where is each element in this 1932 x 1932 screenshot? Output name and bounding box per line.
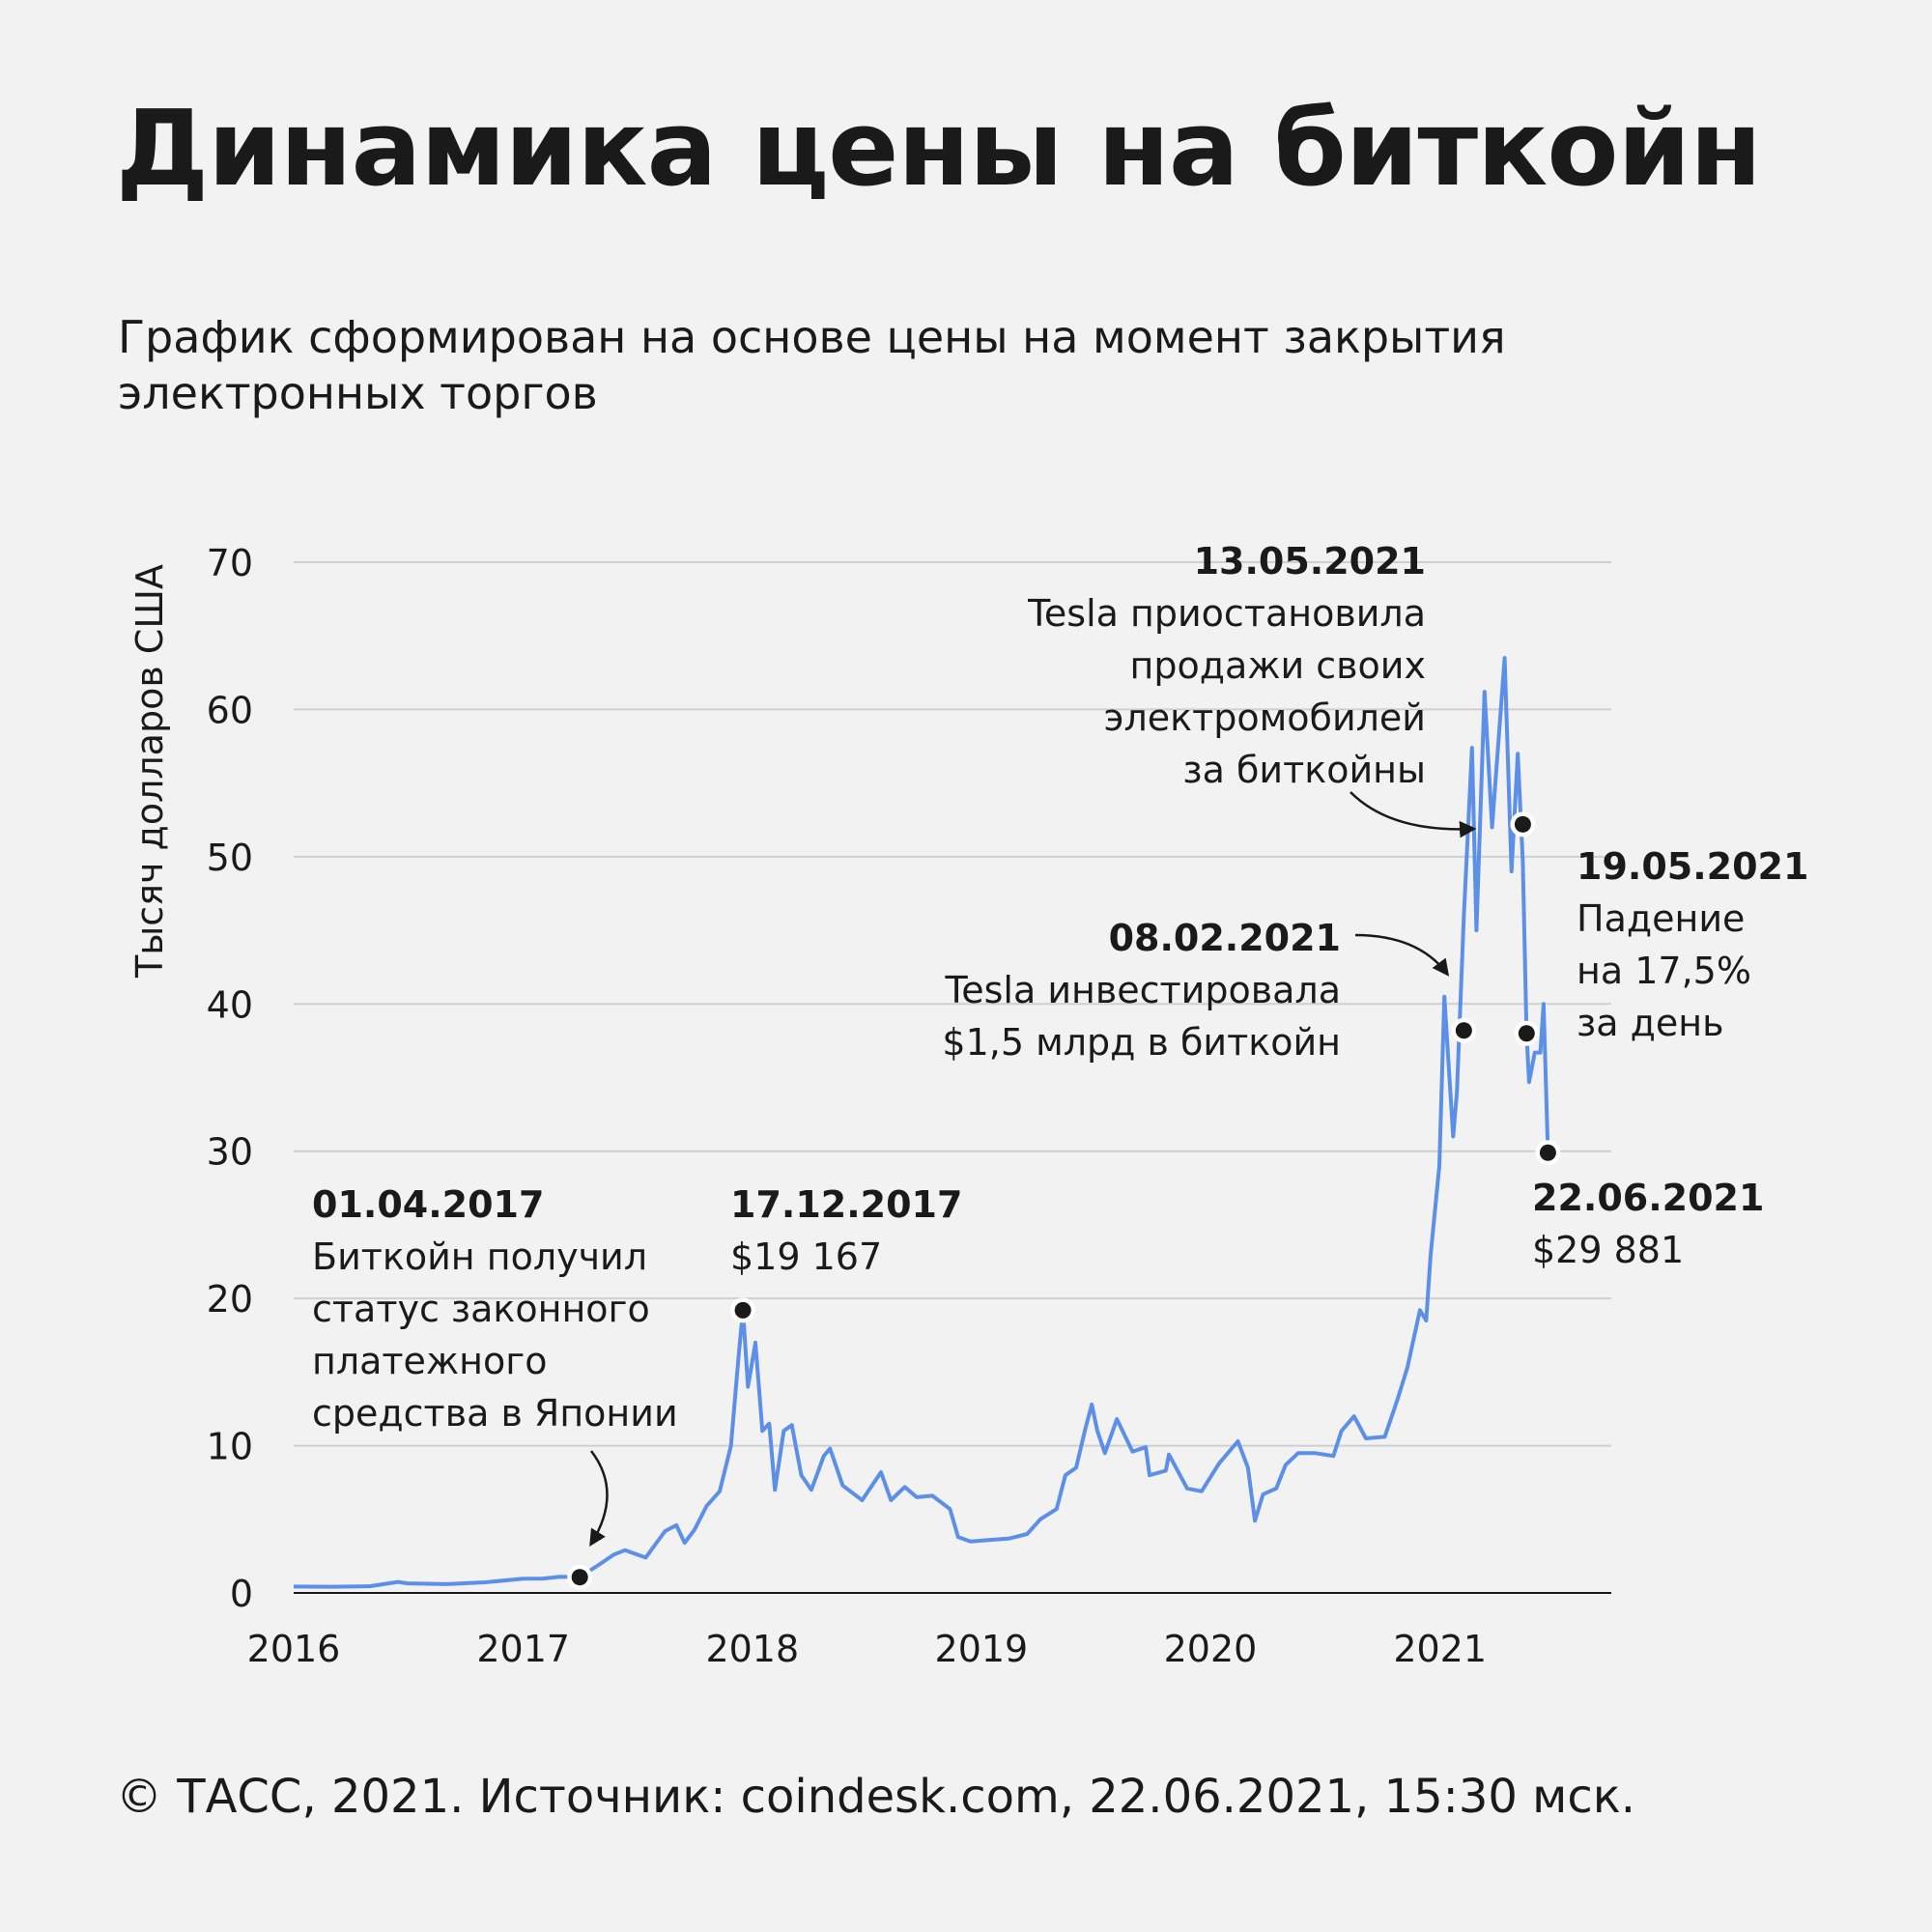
annotation-markers [567, 811, 1561, 1590]
annotation-arrows [589, 791, 1477, 1547]
grid-lines [294, 561, 1611, 1447]
x-tick-labels: 2016 2017 2018 2019 2020 2021 [247, 1628, 1487, 1670]
y-tick-10: 10 [207, 1426, 253, 1468]
x-tick-2018: 2018 [705, 1628, 799, 1670]
annotation-text-0-0: Биткойн получил [312, 1236, 647, 1278]
annotation-date-3: 13.05.2021 [1194, 540, 1426, 582]
annotation-text-3-3: за биткойны [1182, 749, 1426, 791]
annotation-date-2: 08.02.2021 [1109, 917, 1341, 959]
annotation-text-2-0: Tesla инвестировала [944, 969, 1341, 1011]
y-axis-label: Тысяч долларов США [128, 564, 171, 979]
annotation-text-0-1: статус законного [312, 1288, 650, 1330]
subtitle-line-2: электронных торгов [118, 367, 598, 419]
marker-2 [1455, 1022, 1472, 1039]
annotation-text-4-2: за день [1577, 1002, 1723, 1044]
source-note: © ТАСС, 2021. Источник: coindesk.com, 22… [116, 1770, 1636, 1824]
annotation-date-1: 17.12.2017 [730, 1183, 962, 1226]
annotation-text-0-3: средства в Японии [312, 1392, 678, 1435]
marker-5 [1539, 1144, 1556, 1161]
annotation-date-5: 22.06.2021 [1532, 1177, 1764, 1219]
y-tick-20: 20 [207, 1278, 253, 1321]
annotation-text-3-0: Tesla приостановила [1027, 592, 1426, 635]
page-title: Динамика цены на биткойн [116, 89, 1762, 210]
annotation-text-2-1: $1,5 млрд в биткойн [942, 1021, 1341, 1064]
annotation-texts: 01.04.2017 Биткойн получил статус законног… [312, 540, 1808, 1435]
annotation-text-4-1: на 17,5% [1577, 950, 1751, 992]
annotation-arrow-2 [1354, 933, 1450, 977]
annotation-date-4: 19.05.2021 [1577, 845, 1808, 888]
marker-0 [571, 1569, 588, 1586]
annotation-text-0-2: платежного [312, 1340, 547, 1382]
annotation-text-3-2: электромобилей [1104, 696, 1426, 739]
x-tick-2021: 2021 [1393, 1628, 1487, 1670]
annotation-text-4-0: Падение [1577, 897, 1745, 940]
y-tick-40: 40 [207, 983, 253, 1026]
annotation-text-3-1: продажи своих [1129, 644, 1426, 687]
y-tick-labels: 0 10 20 30 40 50 60 70 [207, 542, 253, 1615]
annotation-arrow-3 [1350, 791, 1477, 838]
annotation-arrow-0 [589, 1450, 609, 1547]
x-tick-2019: 2019 [935, 1628, 1029, 1670]
marker-3 [1514, 815, 1531, 833]
y-tick-70: 70 [207, 542, 253, 584]
y-tick-30: 30 [207, 1131, 253, 1174]
annotation-date-0: 01.04.2017 [312, 1183, 544, 1226]
y-tick-60: 60 [207, 689, 253, 731]
marker-1 [734, 1301, 752, 1319]
x-tick-2017: 2017 [476, 1628, 570, 1670]
marker-4 [1518, 1025, 1535, 1042]
annotation-text-1-0: $19 167 [730, 1236, 882, 1278]
x-tick-2020: 2020 [1164, 1628, 1258, 1670]
annotation-text-5-0: $29 881 [1532, 1229, 1684, 1271]
subtitle: График сформирован на основе цены на мом… [118, 309, 1760, 421]
y-tick-0: 0 [230, 1573, 253, 1615]
subtitle-line-1: График сформирован на основе цены на мом… [118, 311, 1506, 363]
price-line [293, 656, 1550, 1589]
x-tick-2016: 2016 [247, 1628, 341, 1670]
y-tick-50: 50 [207, 837, 253, 879]
